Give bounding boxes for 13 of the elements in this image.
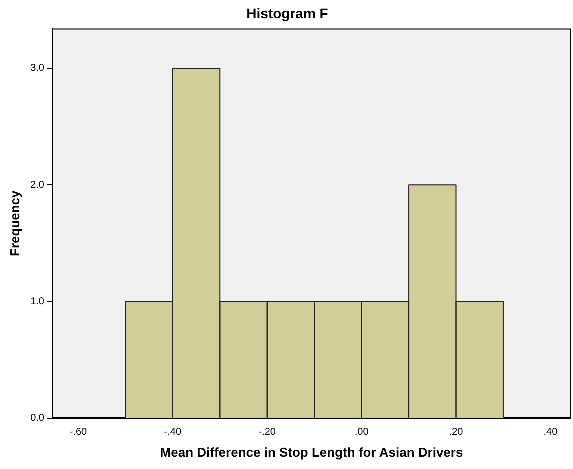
y-tick-label: 2.0: [30, 180, 45, 191]
x-tick-label: .40: [544, 427, 558, 438]
x-tick-label: .00: [354, 427, 370, 438]
x-tick-label: -.40: [164, 427, 182, 438]
x-axis-title: Mean Difference in Stop Length for Asian Drivers: [160, 444, 464, 460]
y-axis-title: Frequency: [7, 190, 22, 256]
y-tick-label: 1.0: [30, 296, 45, 308]
x-tick-label: .20: [449, 427, 464, 438]
x-tick-label: -.20: [258, 427, 276, 438]
y-tick-label: 3.0: [30, 63, 45, 74]
x-tick-label: -.60: [70, 427, 88, 438]
chart-title: Histogram F: [246, 5, 329, 22]
y-tick-label: 0.0: [30, 413, 45, 424]
